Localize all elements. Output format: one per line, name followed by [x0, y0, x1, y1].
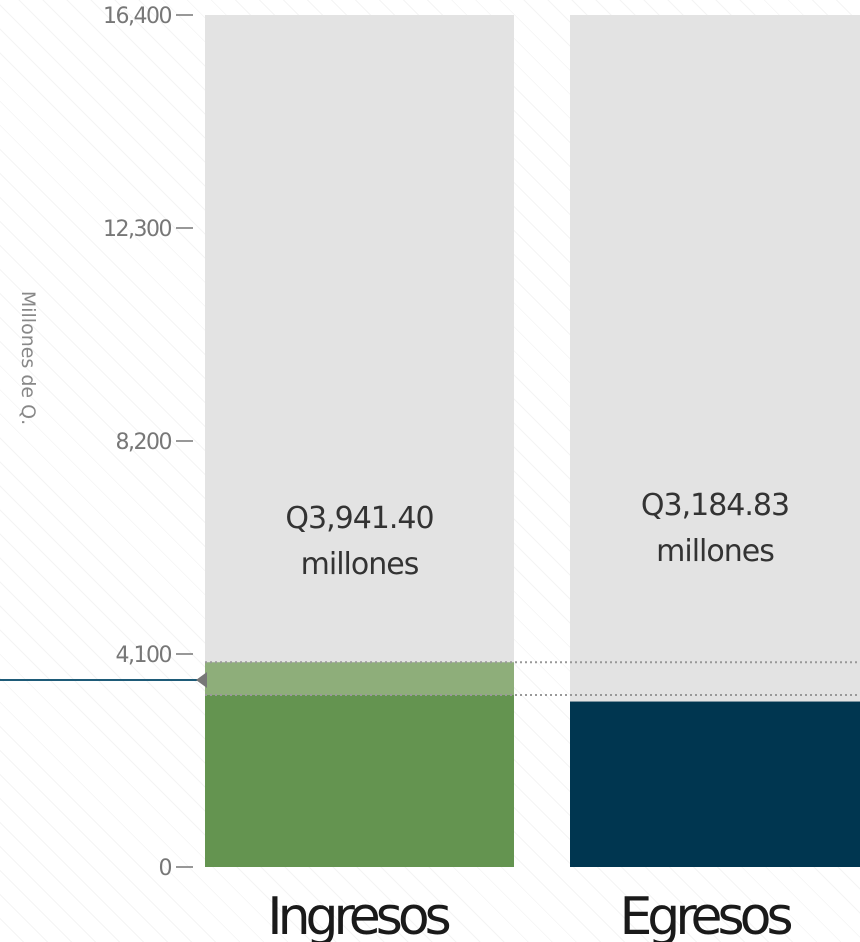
value-label-ingresos: Q3,941.40	[285, 501, 433, 536]
bar-ingresos[interactable]	[205, 694, 514, 867]
value-labels: Q3,941.40 millones Q3,184.83 millones	[285, 488, 790, 582]
marker-arrow-icon[interactable]	[196, 671, 207, 688]
y-axis-title: Millones de Q.	[17, 291, 39, 425]
bar-egresos[interactable]	[570, 701, 860, 867]
y-tick-label: 0	[159, 856, 172, 881]
category-label-egresos: Egresos	[619, 887, 791, 942]
value-label-egresos-unit: millones	[656, 534, 774, 569]
data-bars	[205, 662, 860, 867]
y-tick-label: 12,300	[103, 217, 171, 242]
reference-lines	[205, 661, 860, 696]
value-label-ingresos-unit: millones	[301, 547, 419, 582]
y-tick-label: 8,200	[116, 430, 172, 455]
y-axis: 0 4,100 8,200 12,300 16,400	[103, 4, 193, 881]
value-label-egresos: Q3,184.83	[641, 488, 789, 523]
y-tick-label: 16,400	[103, 4, 171, 29]
marker	[0, 671, 207, 688]
y-tick-label: 4,100	[116, 643, 172, 668]
bar-ingresos-upper-segment[interactable]	[205, 662, 514, 695]
category-label-ingresos: Ingresos	[267, 887, 449, 942]
category-labels: Ingresos Egresos	[267, 887, 796, 942]
